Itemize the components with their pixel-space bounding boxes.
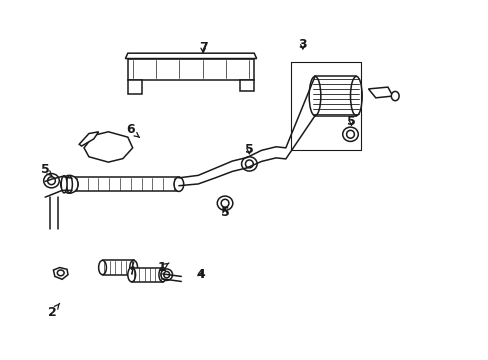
Polygon shape (125, 53, 256, 59)
Polygon shape (314, 76, 356, 116)
Text: 5: 5 (41, 163, 52, 176)
Ellipse shape (129, 260, 137, 275)
Polygon shape (127, 80, 142, 94)
Ellipse shape (390, 91, 398, 101)
Text: 5: 5 (220, 206, 229, 219)
Polygon shape (79, 132, 99, 146)
Text: 5: 5 (346, 114, 355, 127)
Text: 4: 4 (196, 268, 204, 281)
Polygon shape (53, 267, 68, 279)
Text: 7: 7 (199, 41, 207, 54)
Polygon shape (131, 267, 163, 282)
Ellipse shape (47, 177, 55, 185)
Ellipse shape (159, 267, 166, 282)
Ellipse shape (67, 177, 77, 192)
Ellipse shape (221, 199, 228, 207)
Ellipse shape (245, 160, 253, 168)
Polygon shape (368, 87, 392, 98)
Ellipse shape (127, 267, 135, 282)
Text: 3: 3 (298, 38, 306, 51)
Ellipse shape (161, 269, 172, 280)
Text: 2: 2 (48, 303, 60, 319)
Ellipse shape (241, 157, 257, 171)
Ellipse shape (66, 176, 72, 193)
Text: 5: 5 (244, 143, 253, 156)
Ellipse shape (61, 176, 67, 193)
Polygon shape (84, 132, 132, 162)
Ellipse shape (308, 76, 320, 116)
Ellipse shape (174, 177, 183, 192)
Ellipse shape (217, 196, 232, 210)
Polygon shape (102, 260, 133, 275)
Text: 6: 6 (126, 123, 139, 138)
Polygon shape (239, 80, 254, 91)
Ellipse shape (43, 174, 59, 188)
Text: 1: 1 (157, 261, 169, 274)
Ellipse shape (61, 175, 78, 193)
Polygon shape (72, 177, 179, 192)
Ellipse shape (57, 270, 64, 276)
Polygon shape (127, 59, 254, 80)
Ellipse shape (342, 127, 358, 141)
Ellipse shape (99, 260, 106, 275)
Ellipse shape (163, 271, 169, 278)
Ellipse shape (346, 130, 354, 138)
Ellipse shape (350, 76, 362, 116)
